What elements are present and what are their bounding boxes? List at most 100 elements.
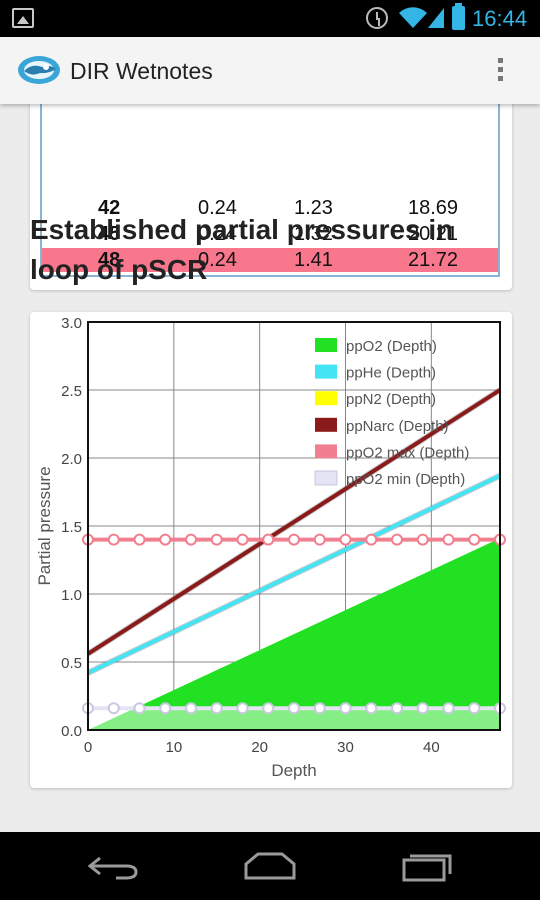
cell-depth: 42 [98,197,121,219]
table-row: 45 0.24 1.32 20.21 [42,222,498,246]
legend-label: ppO2 max (Depth) [346,444,469,461]
cell-value: 1.32 [294,223,333,245]
cell-value: 18.69 [408,197,459,219]
x-tick-label: 20 [251,739,268,756]
series-area-ppo2 [88,538,500,730]
series-marker [210,702,223,715]
section-title: Established partial pressures in loop of… [30,214,454,285]
legend-swatch [315,391,337,406]
series-marker [468,533,481,546]
series-marker [442,533,455,546]
battery-icon [452,3,465,30]
series-line [86,388,502,656]
action-bar: DIR Wetnotes [0,37,540,104]
wifi-icon [399,7,427,29]
series-marker [262,702,275,715]
series-marker [107,702,120,715]
legend-item: ppN2 (Depth) [315,391,436,408]
home-icon[interactable] [242,850,298,882]
series-marker [365,702,378,715]
y-tick-label: 3.0 [61,315,82,332]
pressure-table-card: 42 0.24 1.23 18.69 45 0.24 1.32 20.21 48… [30,104,512,290]
partial-pressure-chart: 0.0 0.5 1.0 1.5 2.0 2.5 3.0 0 10 20 30 40 Depth Parti… [35,315,506,780]
series-marker [442,702,455,715]
legend-swatch [315,444,337,459]
legend-label: ppNarc (Depth) [346,418,449,435]
legend-label: ppO2 min (Depth) [346,471,465,488]
legend-swatch [315,338,337,352]
series-marker [262,533,275,546]
back-icon[interactable] [86,850,142,882]
diver-logo-icon[interactable] [16,53,62,87]
legend-label: ppHe (Depth) [346,365,436,382]
y-tick-label: 2.5 [61,383,82,400]
x-axis-label: Depth [271,761,316,780]
x-tick-label: 30 [337,739,354,756]
recent-apps-icon[interactable] [400,850,456,882]
series-marker [339,533,352,546]
series-marker [133,533,146,546]
series-marker [159,533,172,546]
y-axis-label: Partial pressure [35,466,54,585]
series-marker [185,533,197,546]
cell-value: 0.24 [198,249,237,271]
y-tick-label: 1.5 [61,519,82,536]
cell-value: 0.24 [198,197,237,219]
pressure-table: 42 0.24 1.23 18.69 45 0.24 1.32 20.21 48… [40,104,500,277]
series-marker [468,702,481,715]
legend-item: ppHe (Depth) [315,364,436,382]
series-marker [185,702,197,715]
series-marker [236,702,249,715]
cell-value: 1.23 [294,197,333,219]
series-marker [391,702,403,715]
series-marker [416,702,429,715]
series-marker [159,702,172,715]
app-title: DIR Wetnotes [70,58,213,84]
legend-item: ppO2 min (Depth) [314,470,465,488]
cell-value: 1.41 [294,249,333,271]
series-marker [391,533,403,546]
series-marker [365,533,378,546]
status-time: 16:44 [472,6,528,31]
y-tick-label: 0.5 [61,655,82,672]
cell-value: 20.21 [408,223,459,245]
cell-value: 21.72 [408,249,459,271]
legend-label: ppN2 (Depth) [346,391,436,408]
series-marker [210,533,223,546]
series-marker [313,533,326,546]
series-marker [288,702,300,715]
series-marker [236,533,249,546]
legend-swatch [314,470,338,486]
series-marker [288,533,300,546]
cell-value: 0.24 [198,223,237,245]
series-marker [339,702,352,715]
x-tick-label: 0 [84,739,92,756]
status-bar: 16:44 [0,0,540,37]
series-marker [313,702,326,715]
overflow-menu-icon[interactable] [492,55,508,87]
series-marker [416,533,429,546]
cell-depth: 48 [98,249,121,271]
y-tick-label: 1.0 [61,587,82,604]
cell-depth: 45 [98,223,121,245]
alarm-icon [366,7,388,29]
x-tick-label: 10 [165,739,182,756]
legend-item: ppNarc (Depth) [315,417,449,435]
series-line [87,473,501,675]
y-tick-label: 0.0 [61,723,82,740]
plot-frame [87,321,501,731]
table-row: 42 0.24 1.23 18.69 [42,196,498,220]
content-scroll[interactable]: 42 0.24 1.23 18.69 45 0.24 1.32 20.21 48… [0,104,540,832]
legend-item: ppO2 max (Depth) [315,444,469,461]
legend-label: ppO2 (Depth) [346,338,437,355]
legend-item: ppO2 (Depth) [315,338,437,355]
navigation-bar [0,832,540,900]
signal-icon [428,8,444,28]
legend-swatch [315,364,337,379]
table-row-highlighted: 48 0.24 1.41 21.72 [42,248,498,272]
chart-card: 0.0 0.5 1.0 1.5 2.0 2.5 3.0 0 10 20 30 40 Depth Parti… [30,312,512,788]
x-tick-label: 40 [423,739,440,756]
series-marker [133,702,146,715]
image-notification-icon [12,8,34,28]
legend-swatch [315,417,337,432]
